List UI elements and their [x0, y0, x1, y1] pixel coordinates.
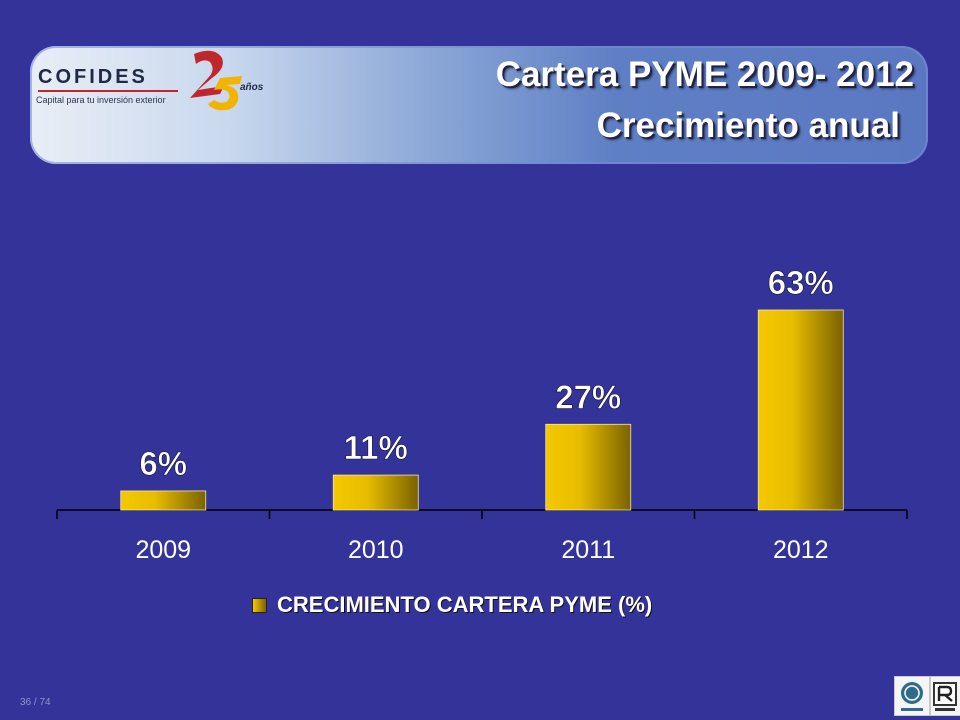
slide-subtitle: Crecimiento anual — [596, 106, 900, 145]
bar-2009 — [120, 490, 207, 511]
chart-legend: CRECIMIENTO CARTERA PYME (%) — [252, 591, 652, 619]
bar-2011 — [545, 423, 632, 511]
logo-brand: COFIDES — [38, 66, 148, 88]
tick-label-2011: 2011 — [561, 536, 615, 564]
tick-label-2009: 2009 — [135, 536, 191, 564]
data-label-2011: 27% — [555, 378, 621, 415]
page-number: 36 / 74 — [20, 697, 51, 708]
data-label-2012: 63% — [768, 264, 834, 301]
tick-label-2012: 2012 — [773, 536, 829, 564]
tick-label-2010: 2010 — [348, 536, 404, 564]
anniversary-25-icon — [190, 50, 242, 111]
logo-years-text: años — [240, 82, 264, 93]
legend-label: CRECIMIENTO CARTERA PYME (%) — [277, 592, 653, 617]
logo-tagline: Capital para tu inversión exterior — [36, 95, 166, 105]
data-label-2009: 6% — [139, 445, 187, 482]
legend-swatch — [252, 597, 267, 613]
bar-2010 — [332, 474, 419, 511]
logo-underline — [38, 90, 178, 92]
data-label-2010: 11% — [344, 429, 408, 466]
bar-2012 — [757, 309, 844, 511]
title-banner — [30, 46, 928, 164]
slide-title: Cartera PYME 2009- 2012 — [495, 55, 914, 94]
certification-badge-icon — [894, 676, 930, 716]
iso-certification-icon — [930, 676, 960, 716]
cofides-logo: COFIDES Capital para tu inversión exteri… — [34, 50, 284, 116]
